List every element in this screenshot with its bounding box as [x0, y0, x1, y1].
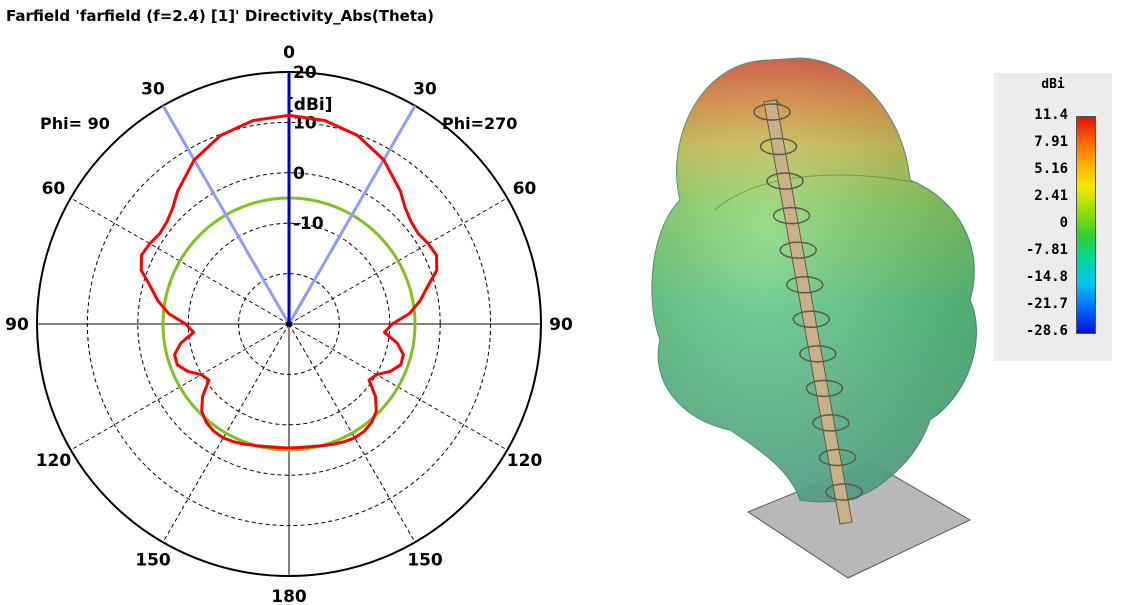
helix-turn — [792, 310, 831, 329]
angle-label: 60 — [42, 179, 66, 199]
angle-label: 30 — [413, 79, 437, 99]
color-legend: dBi 11.4 7.91 5.16 2.41 0 -7.81 -14.8 -21.7 -28.… — [994, 73, 1112, 361]
helix-turn — [785, 275, 824, 294]
helix-turn — [818, 448, 857, 467]
helix-turn — [812, 414, 850, 432]
helix-turn — [759, 137, 798, 156]
chart-title: Farfield 'farfield (f=2.4) [1]' Directiv… — [6, 7, 434, 25]
angle-label: 0 — [283, 43, 295, 63]
phi-left-label: Phi= 90 — [40, 114, 110, 133]
helix-turn — [753, 103, 791, 121]
radial-tick-label: -10 — [293, 214, 324, 234]
radial-tick-label: 0 — [293, 164, 305, 184]
helix-turn — [805, 379, 844, 398]
radial-unit-label: [dBi] — [286, 95, 333, 115]
directivity-pattern — [139, 113, 439, 450]
angle-label: 30 — [141, 79, 165, 99]
beamwidth-line — [287, 105, 417, 325]
angle-label: 150 — [135, 551, 171, 571]
legend-label: 7.91 — [1034, 134, 1068, 150]
helix-turn — [779, 241, 817, 259]
phi-right-label: Phi=270 — [442, 114, 517, 133]
helix-turn — [772, 206, 811, 225]
angle-label: 150 — [407, 551, 443, 571]
radial-tick-label: 20 — [293, 63, 317, 83]
colorbar — [1076, 116, 1096, 334]
angle-label: 90 — [549, 315, 573, 335]
angle-labels: 0 30 30 60 60 90 90 120 120 150 150 180 — [5, 43, 573, 605]
legend-unit: dBi — [1041, 77, 1065, 92]
lobe-shading — [651, 58, 977, 502]
angle-label: 120 — [507, 451, 543, 471]
angle-label: 90 — [5, 315, 29, 335]
legend-label: -7.81 — [1025, 242, 1068, 258]
legend-label: -28.6 — [1025, 323, 1068, 339]
angle-label: 180 — [271, 587, 307, 605]
helix-turn — [825, 483, 863, 501]
legend-label: 11.4 — [1034, 107, 1068, 123]
origin-dot — [286, 321, 292, 327]
beamwidth-line — [161, 105, 291, 325]
polar-marks — [139, 72, 439, 452]
polar-plot: Farfield 'farfield (f=2.4) [1]' Directiv… — [5, 7, 573, 605]
helix-antenna — [753, 99, 863, 525]
lobe-seam — [714, 174, 913, 211]
legend-label: 2.41 — [1034, 188, 1068, 204]
legend-label: 0 — [1059, 215, 1068, 231]
angle-label: 120 — [36, 451, 72, 471]
legend-label: -21.7 — [1025, 296, 1068, 312]
legend-label: -14.8 — [1025, 269, 1068, 285]
helix-turn — [799, 345, 837, 363]
angle-label: 60 — [513, 179, 537, 199]
3d-radiation-view — [651, 57, 977, 579]
legend-label: 5.16 — [1034, 161, 1068, 177]
helix-turn — [766, 172, 804, 190]
